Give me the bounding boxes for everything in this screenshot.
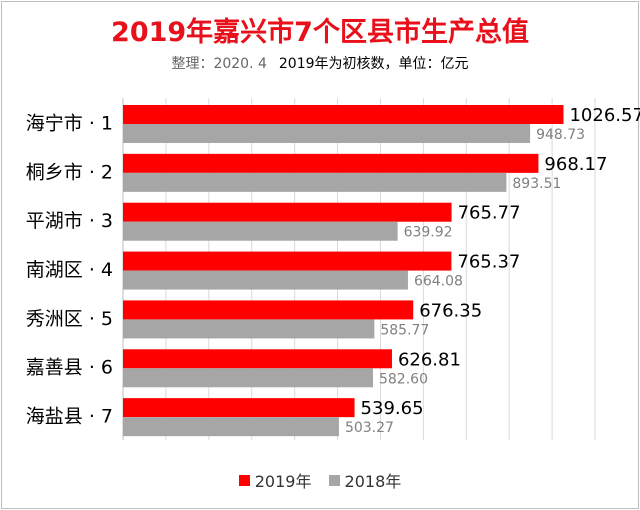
data-label-2019: 968.17: [544, 154, 607, 175]
bar-2019: [123, 398, 355, 417]
bar-2018: [123, 124, 530, 143]
legend-item-2019: 2019年: [239, 468, 312, 492]
data-label-2019: 626.81: [398, 349, 461, 370]
data-label-2019: 676.35: [419, 300, 482, 321]
legend: 2019年 2018年: [0, 468, 640, 492]
data-label-2018: 582.60: [379, 371, 428, 387]
data-label-2019: 765.77: [458, 203, 521, 224]
category-label: 桐乡市 · 2: [26, 161, 113, 183]
data-label-2019: 539.65: [361, 398, 424, 419]
data-label-2019: 765.37: [457, 252, 520, 273]
bar-2018: [123, 173, 506, 192]
bar-2019: [123, 349, 392, 368]
data-label-2018: 664.08: [414, 274, 463, 290]
category-label: 海盐县 · 7: [26, 406, 113, 428]
bar-2019: [123, 252, 451, 271]
data-label-2018: 503.27: [345, 420, 394, 436]
data-label-2018: 948.73: [536, 127, 585, 143]
data-label-2019: 1026.57: [569, 105, 640, 126]
data-label-2018: 893.51: [512, 176, 561, 192]
legend-label-2018: 2018年: [345, 468, 402, 492]
legend-swatch-2018: [329, 475, 340, 486]
category-label: 南湖区 · 4: [26, 259, 113, 281]
legend-label-2019: 2019年: [255, 468, 312, 492]
bar-2018: [123, 368, 373, 387]
bar-2019: [123, 300, 413, 319]
legend-item-2018: 2018年: [329, 468, 402, 492]
bar-2018: [123, 222, 398, 241]
category-label: 海宁市 · 1: [26, 112, 113, 134]
bar-2019: [123, 203, 452, 222]
bar-2019: [123, 105, 563, 124]
bar-2018: [123, 319, 374, 338]
category-label: 平湖市 · 3: [26, 210, 113, 232]
category-label: 秀洲区 · 5: [26, 308, 113, 330]
legend-swatch-2019: [239, 475, 250, 486]
data-label-2018: 585.77: [380, 322, 429, 338]
data-label-2018: 639.92: [404, 225, 453, 241]
bar-2019: [123, 154, 538, 173]
bar-2018: [123, 417, 339, 436]
bar-2018: [123, 271, 408, 290]
category-label: 嘉善县 · 6: [26, 357, 113, 379]
